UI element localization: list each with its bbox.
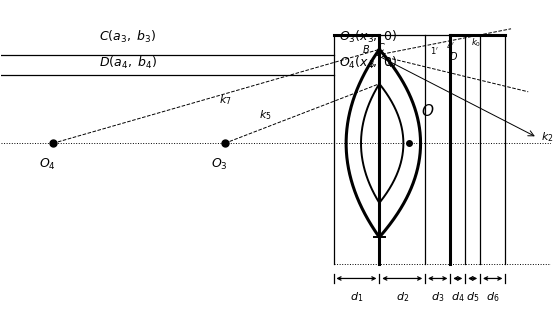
Text: $1'$: $1'$ [429,45,439,56]
Text: $4$: $4$ [386,57,393,69]
Text: $k_0$: $k_0$ [471,37,481,49]
Text: $d_4$: $d_4$ [451,290,465,304]
Text: $O_4$: $O_4$ [39,157,56,172]
Text: $B$: $B$ [361,43,370,55]
Text: $d_6$: $d_6$ [486,290,500,304]
Text: $3$: $3$ [368,57,374,69]
Text: $d_2$: $d_2$ [395,290,409,304]
Text: $4'$: $4'$ [446,40,455,51]
Text: $O$: $O$ [421,103,434,119]
Text: $k_2$: $k_2$ [541,131,554,144]
Text: $d_5$: $d_5$ [466,290,480,304]
Text: $D$: $D$ [449,50,458,62]
Text: $k_5$: $k_5$ [259,108,272,122]
Text: $O_4(x_4,\ 0)$: $O_4(x_4,\ 0)$ [339,55,398,71]
Text: $C(a_3,\ b_3)$: $C(a_3,\ b_3)$ [99,29,156,45]
Text: $d_3$: $d_3$ [431,290,444,304]
Text: $C$: $C$ [377,40,386,53]
Text: $d_1$: $d_1$ [350,290,363,304]
Text: $O_3(x_3,\ 0)$: $O_3(x_3,\ 0)$ [339,29,398,45]
Text: $O_3$: $O_3$ [211,157,227,172]
Text: $D(a_4,\ b_4)$: $D(a_4,\ b_4)$ [99,55,157,71]
Text: $k_7$: $k_7$ [219,93,232,107]
